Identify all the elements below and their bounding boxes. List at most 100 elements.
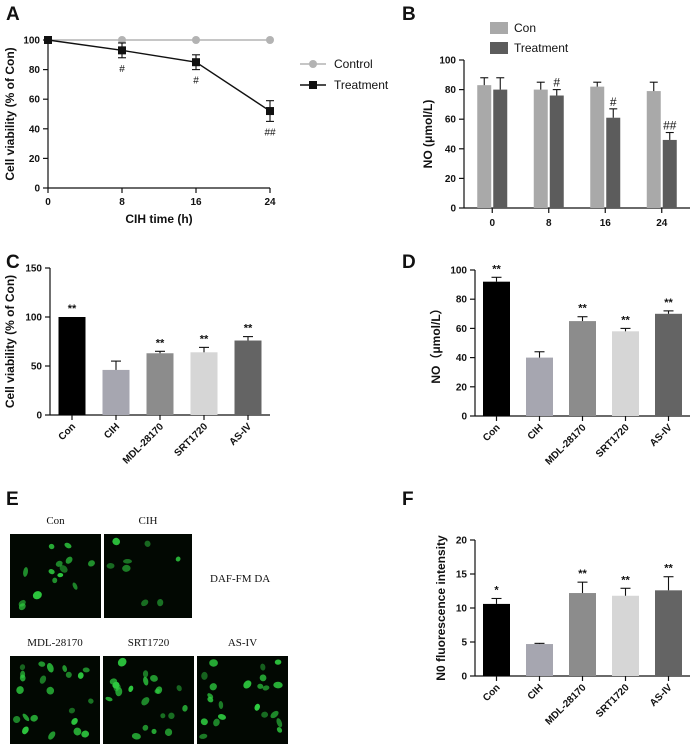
panel-b-legend-swatch-1 [490,42,508,54]
micrograph-cell [122,564,131,572]
micrograph-cell [143,676,149,686]
panel-a-y-tick-label: 40 [29,124,41,135]
panel-d-x-tick-label: CIH [526,422,546,442]
micrograph-cell [141,599,149,607]
micrograph-cell [150,674,158,682]
micrograph-cell [23,567,29,577]
micrograph-cell [16,686,24,694]
panel-f-bar [612,595,639,676]
micrograph-cell [22,713,30,722]
panel-b-y-tick-label: 80 [445,85,457,96]
micrograph-cell [131,733,141,740]
micrograph-cell [218,700,224,710]
panel-c-y-tick-label: 0 [36,411,42,422]
panel-d-bar [526,357,553,416]
panel-f-annotation: ** [664,563,673,575]
micrograph-cell [259,674,267,682]
panel-label-c: C [6,252,20,273]
panel-label-a: A [6,4,20,25]
panel-b-bar-chart: 0 20 40 60 80 100 0 8 #16 #24 ## NO (μmol/L) Con Trea… [421,21,690,229]
panel-f-x-tick-label: CIH [526,682,546,702]
panel-c-annotation: ** [156,337,165,349]
panel-f-bar [526,644,553,676]
panel-a-series-1-line [47,39,271,112]
panel-f-y-tick-label: 5 [461,638,467,649]
micrograph-cell [261,711,269,718]
micrograph-cell [123,559,132,564]
panel-f-x-tick-label: SRT1720 [594,682,632,720]
micrograph-cell [109,678,118,685]
micrograph-cell [13,715,21,723]
panel-b-y-tick-label: 40 [445,144,457,155]
micrograph-cell [254,703,260,711]
panel-b-legend-label-0: Con [514,21,536,35]
micrograph-cell [73,727,82,736]
panel-d-x-tick-label: SRT1720 [594,422,632,460]
micrograph-cell [207,696,214,703]
micrograph-cell [201,671,208,680]
panel-a-y-tick-label: 60 [29,95,41,106]
panel-a-y-tick-label: 20 [29,154,41,165]
panel-b-series-1-annotation: ## [663,119,677,133]
panel-a-y-tick-label: 0 [34,184,40,195]
panel-label-b: B [402,4,416,25]
micrograph-label-4: AS-IV [228,637,257,649]
stain-label: DAF-FM DA [210,573,270,585]
micrograph-cell [144,540,151,547]
panel-b-series-1-bar [606,117,621,208]
panel-c-bar [234,340,262,415]
micrograph-cell [176,685,182,692]
panel-b-series-0-bar [590,86,605,208]
micrograph-cell [182,704,188,712]
micrograph-cell [68,707,76,714]
panel-b-y-tick-label: 60 [445,115,457,126]
panel-f-x-tick-label: Con [481,682,503,704]
micrograph-cell [260,663,266,671]
panel-a-x-tick-label: 0 [45,197,51,208]
micrograph-cell [106,563,115,569]
panel-a-x-tick-label: 8 [119,197,125,208]
panel-f-bar-chart: 0 5 10 15 20 * Con CIH ** MDL-28170 ** SRT1720 ** AS-… [434,535,690,727]
panel-b-x-tick-label: 16 [600,218,612,229]
panel-b-series-0-bar [533,89,548,208]
panel-f-annotation: ** [621,574,630,586]
panel-a-series-1-point [44,36,52,44]
micrograph-cell [276,718,283,728]
panel-b-y-tick-label: 0 [450,204,456,215]
micrograph-cell [262,685,270,691]
micrograph-label-1: CIH [139,515,158,527]
micrograph-cell [209,683,217,691]
panel-c-bar-chart: 0 50 100 150 ** Con CIH ** MDL-28170 ** SRT1720 ** A… [3,264,270,466]
micrograph-cell [65,556,73,564]
panel-label-d: D [402,252,416,273]
panel-b-x-tick-label: 0 [489,218,495,229]
micrograph-cell [46,662,54,673]
panel-a-series-0-point [118,36,126,44]
panel-a-y-tick-label: 80 [29,65,41,76]
micrograph-cell [39,675,47,684]
panel-f-y-tick-label: 15 [456,570,468,581]
panel-d-x-tick-label: MDL-28170 [543,422,588,467]
panel-d-y-tick-label: 100 [450,266,467,277]
micrograph-cell [22,726,29,735]
panel-d-annotation: ** [664,297,673,309]
panel-a-series-1-annotation: # [193,76,199,87]
panel-f-bar [569,593,596,676]
panel-f-bar [655,590,682,676]
micrograph-cell [57,572,64,578]
panel-c-x-tick-label: MDL-28170 [121,421,166,466]
micrograph-cell [155,686,163,694]
micrograph-cell [81,730,90,738]
panel-a-legend-marker-0 [309,60,317,68]
panel-c-y-axis-title: Cell viability (% of Con) [3,275,17,408]
panel-c-x-tick-label: SRT1720 [172,421,210,459]
panel-a-legend-label-0: Control [334,57,373,71]
micrograph-cell [243,680,252,689]
micrograph-cell [52,577,58,584]
micrograph-cell [105,696,113,702]
panel-c-bar [146,353,174,415]
micrograph-cell [77,672,84,679]
panel-a-legend-marker-1 [309,81,317,89]
micrograph-cell [64,542,72,549]
